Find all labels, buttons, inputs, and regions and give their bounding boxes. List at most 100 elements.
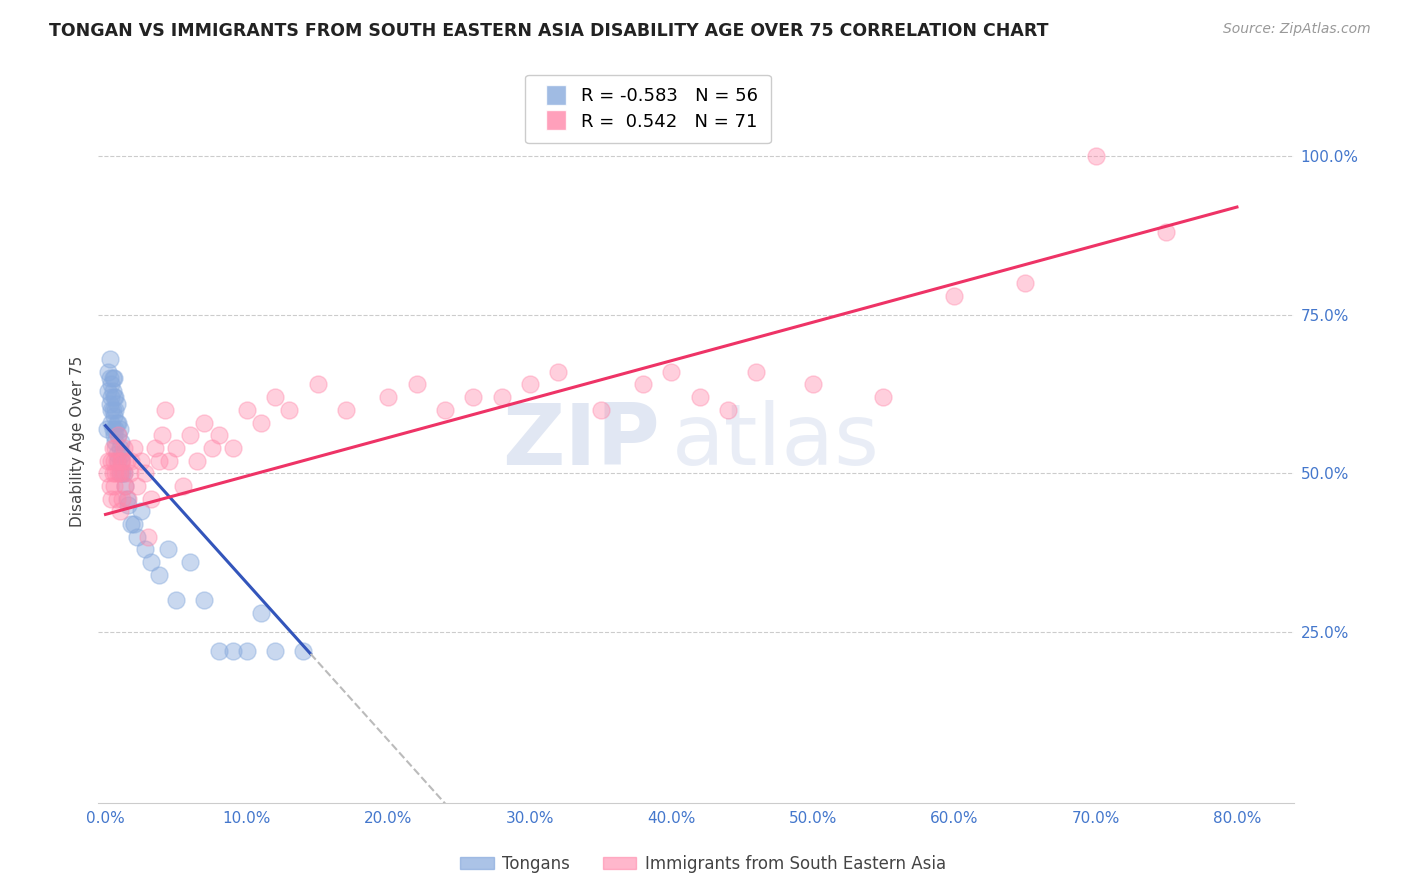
Text: atlas: atlas (672, 400, 880, 483)
Point (98, 352, 121, 367)
Point (100, 402, 122, 417)
Point (107, 428, 129, 442)
Point (105, 447, 128, 461)
Point (292, 643, 315, 657)
Point (519, 377, 541, 392)
Point (100, 491, 122, 506)
Point (129, 504, 152, 518)
Point (108, 441, 131, 455)
Point (659, 365, 682, 379)
Point (179, 555, 201, 569)
Point (111, 447, 134, 461)
Point (112, 441, 135, 455)
Point (101, 402, 124, 417)
Point (222, 441, 245, 455)
Point (108, 422, 131, 436)
Point (105, 453, 128, 467)
Point (114, 479, 136, 493)
Point (101, 467, 124, 481)
Point (278, 402, 301, 417)
Point (107, 453, 129, 467)
Point (717, 402, 740, 417)
Point (98, 396, 121, 410)
Point (134, 467, 156, 481)
Point (110, 434, 132, 449)
Point (491, 390, 513, 404)
Point (104, 441, 127, 455)
Point (100, 416, 122, 430)
Point (112, 467, 135, 481)
Point (153, 402, 176, 417)
Point (100, 453, 122, 467)
Point (122, 516, 145, 531)
Point (103, 390, 125, 404)
Point (405, 377, 427, 392)
Point (1154, 226, 1177, 240)
Point (101, 441, 124, 455)
Point (96, 467, 118, 481)
Point (186, 453, 208, 467)
Point (103, 428, 125, 442)
Point (250, 606, 273, 620)
Point (110, 453, 132, 467)
Point (165, 593, 187, 607)
Point (111, 491, 134, 506)
Point (111, 467, 134, 481)
Point (377, 390, 399, 404)
Point (114, 479, 136, 493)
Point (120, 453, 142, 467)
Point (129, 453, 152, 467)
Point (104, 402, 127, 417)
Text: ZIP: ZIP (502, 400, 661, 483)
Point (101, 384, 124, 398)
Point (97, 365, 120, 379)
Point (100, 377, 122, 392)
Point (943, 289, 966, 303)
Point (103, 371, 125, 385)
Point (801, 377, 824, 392)
Legend: R = -0.583   N = 56, R =  0.542   N = 71: R = -0.583 N = 56, R = 0.542 N = 71 (526, 75, 770, 144)
Point (107, 416, 129, 430)
Point (117, 491, 139, 506)
Point (105, 396, 128, 410)
Point (98, 371, 121, 385)
Point (222, 643, 245, 657)
Point (118, 467, 141, 481)
Legend: Tongans, Immigrants from South Eastern Asia: Tongans, Immigrants from South Eastern A… (454, 848, 952, 880)
Point (193, 593, 215, 607)
Point (105, 491, 128, 506)
Text: Source: ZipAtlas.com: Source: ZipAtlas.com (1223, 22, 1371, 37)
Point (112, 467, 135, 481)
Point (208, 643, 231, 657)
Point (97, 453, 120, 467)
Point (631, 377, 654, 392)
Point (335, 402, 357, 417)
Point (122, 441, 145, 455)
Point (101, 371, 124, 385)
Point (264, 643, 287, 657)
Point (208, 428, 231, 442)
Point (96, 422, 118, 436)
Point (136, 530, 159, 544)
Point (125, 530, 148, 544)
Point (104, 390, 127, 404)
Point (103, 409, 125, 424)
Point (179, 428, 201, 442)
Point (1014, 276, 1036, 290)
Point (108, 504, 131, 518)
Point (115, 453, 138, 467)
Point (689, 390, 711, 404)
Point (117, 498, 139, 512)
Text: TONGAN VS IMMIGRANTS FROM SOUTH EASTERN ASIA DISABILITY AGE OVER 75 CORRELATION : TONGAN VS IMMIGRANTS FROM SOUTH EASTERN … (49, 22, 1049, 40)
Point (589, 402, 612, 417)
Point (104, 422, 127, 436)
Point (107, 467, 129, 481)
Point (172, 479, 194, 493)
Point (193, 416, 215, 430)
Point (105, 416, 128, 430)
Point (148, 567, 170, 582)
Point (134, 542, 156, 557)
Point (103, 453, 125, 467)
Point (547, 365, 569, 379)
Point (264, 390, 287, 404)
